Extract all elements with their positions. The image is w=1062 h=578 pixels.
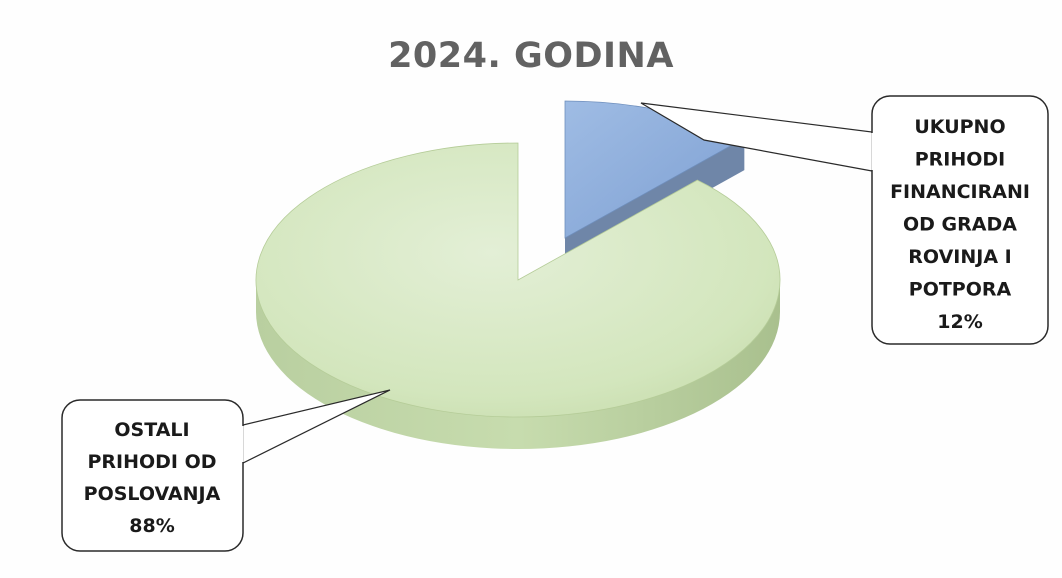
chart-title: 2024. GODINA — [388, 36, 674, 76]
callout-12-text-line-4: ROVINJA I — [908, 246, 1011, 268]
callout-88-text-line-2: POSLOVANJA — [84, 483, 221, 505]
pie-slice-1 — [255, 142, 781, 449]
callout-88-text-line-0: OSTALI — [114, 419, 189, 441]
pie-slice-1-top — [255, 142, 781, 418]
callout-12: UKUPNO PRIHODI FINANCIRANI OD GRADA ROVINJA … — [640, 95, 1049, 345]
callout-12-text-line-5: POTPORA — [909, 279, 1012, 301]
callout-88-label: OSTALI PRIHODI OD POSLOVANJA 88% — [84, 419, 221, 537]
callout-88: OSTALI PRIHODI OD POSLOVANJA 88% — [61, 389, 391, 552]
callout-12-text-line-0: UKUPNO — [914, 116, 1005, 138]
callout-12-text-line-6: 12% — [937, 311, 982, 333]
callout-88-text-line-1: PRIHODI OD — [87, 451, 216, 473]
callout-12-text-line-1: PRIHODI — [915, 149, 1006, 171]
callout-12-text-line-2: FINANCIRANI — [890, 181, 1030, 203]
callout-12-text-line-3: OD GRADA — [903, 214, 1017, 236]
callout-12-label: UKUPNO PRIHODI FINANCIRANI OD GRADA ROVINJA … — [890, 116, 1030, 333]
pie-slice-1-side — [256, 280, 780, 449]
callout-88-text-line-3: 88% — [129, 515, 174, 537]
